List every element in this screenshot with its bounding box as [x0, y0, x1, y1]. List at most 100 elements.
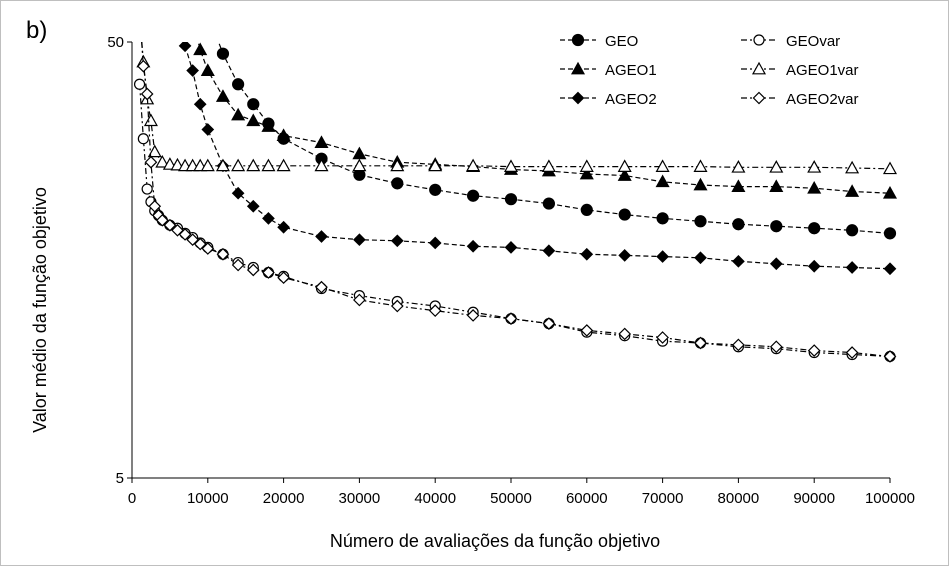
point-ageo2: [186, 64, 199, 77]
point-ageo2: [231, 186, 245, 200]
point-ageo2var: [262, 266, 275, 279]
point-geovar: [133, 78, 146, 90]
point-ageo1var: [769, 160, 784, 173]
point-ageo1: [314, 135, 329, 148]
point-ageo2var: [193, 237, 207, 251]
point-ageo2: [732, 254, 745, 268]
point-ageo1var: [466, 158, 481, 172]
point-ageo2var: [504, 312, 518, 325]
point-ageo1var: [390, 158, 405, 172]
point-ageo1var: [845, 160, 860, 174]
x-tick-label: 50000: [490, 490, 532, 507]
legend-label-ageo1var: AGEO1var: [786, 62, 859, 79]
x-tick-label: 100000: [865, 490, 915, 507]
point-geo: [429, 183, 442, 196]
point-ageo1var: [541, 159, 556, 172]
y-tick-label: 50: [107, 34, 124, 51]
point-ageo1var: [617, 159, 632, 172]
point-ageo2var: [140, 87, 154, 101]
point-ageo1var: [143, 113, 158, 127]
legend-label-ageo2var: AGEO2var: [786, 91, 859, 108]
point-geo: [391, 177, 404, 190]
point-ageo1var: [231, 158, 246, 172]
point-ageo2: [246, 199, 260, 213]
series-ageo1var: [136, 42, 898, 175]
point-geo: [694, 215, 707, 228]
point-ageo1var: [352, 158, 367, 172]
point-ageo2: [504, 241, 518, 254]
point-ageo2var: [390, 299, 404, 313]
x-axis-label: Número de avaliações da função objetivo: [330, 531, 660, 551]
point-ageo1var: [731, 160, 746, 173]
point-ageo2var: [246, 263, 260, 277]
point-ageo2: [262, 212, 275, 225]
point-ageo1var: [579, 159, 594, 172]
x-tick-label: 40000: [414, 490, 456, 507]
point-ageo2var: [201, 242, 215, 255]
y-axis-label: Valor médio da função objetivo: [30, 187, 50, 433]
legend-label-ageo1: AGEO1: [605, 62, 657, 79]
series-ageo2var: [137, 42, 897, 363]
point-ageo1: [231, 107, 246, 121]
point-ageo1: [882, 185, 898, 199]
x-tick-label: 60000: [566, 490, 608, 507]
point-ageo1: [579, 166, 594, 180]
point-ageo1: [246, 113, 261, 127]
series-line-ageo2: [184, 45, 891, 270]
point-ageo2var: [231, 258, 245, 272]
point-geo: [808, 222, 821, 235]
point-ageo1var: [261, 158, 276, 172]
point-ageo2var: [137, 59, 150, 73]
point-geo: [247, 98, 260, 111]
series-line-ageo1var: [141, 42, 891, 170]
point-ageo2var: [656, 331, 669, 344]
point-geovar: [141, 183, 153, 195]
point-geo: [202, 8, 213, 19]
point-geo: [845, 224, 859, 237]
point-ageo2var: [769, 340, 783, 354]
point-ageo2var: [732, 338, 745, 352]
point-ageo1var: [215, 158, 230, 172]
point-ageo2: [353, 233, 366, 247]
series-ageo2: [178, 42, 897, 276]
point-ageo2var: [144, 155, 158, 169]
point-ageo1: [215, 89, 230, 102]
point-ageo2var: [353, 293, 366, 307]
point-ageo2var: [694, 336, 707, 350]
x-tick-label: 70000: [642, 490, 684, 507]
point-ageo1: [617, 168, 632, 181]
point-ageo2: [845, 261, 859, 274]
point-ageo1: [276, 128, 291, 141]
series-geo: [202, 8, 897, 240]
point-ageo1: [769, 179, 784, 192]
point-ageo2: [694, 251, 707, 265]
legend: GEO AGEO1 AGEO2 GEOvar AGEO1var AGEO2var: [560, 33, 859, 108]
series-layer: [133, 8, 898, 363]
legend-label-ageo2: AGEO2: [605, 91, 657, 108]
point-ageo2var: [807, 344, 821, 357]
point-ageo2var: [542, 317, 556, 330]
x-tick-label: 10000: [187, 490, 229, 507]
point-ageo1var: [147, 144, 162, 158]
point-ageo2var: [178, 228, 192, 241]
x-tick-label: 30000: [339, 490, 381, 507]
point-ageo2: [178, 42, 192, 53]
legend-item-ageo1var: AGEO1var: [741, 61, 859, 79]
legend-marker-geovar: [753, 34, 765, 46]
point-ageo2: [542, 244, 556, 258]
point-ageo2var: [580, 324, 594, 337]
point-ageo1var: [155, 154, 170, 168]
point-ageo1: [261, 119, 276, 132]
point-ageo2: [193, 97, 207, 111]
point-ageo2var: [155, 213, 169, 227]
point-ageo2var: [216, 247, 230, 261]
legend-label-geovar: GEOvar: [786, 33, 840, 50]
point-geo: [618, 208, 631, 221]
point-ageo2var: [277, 271, 290, 285]
legend-marker-ageo2: [571, 91, 585, 105]
point-geo: [732, 218, 745, 231]
point-ageo2var: [466, 309, 480, 322]
y-tick-label: 5: [116, 470, 124, 487]
